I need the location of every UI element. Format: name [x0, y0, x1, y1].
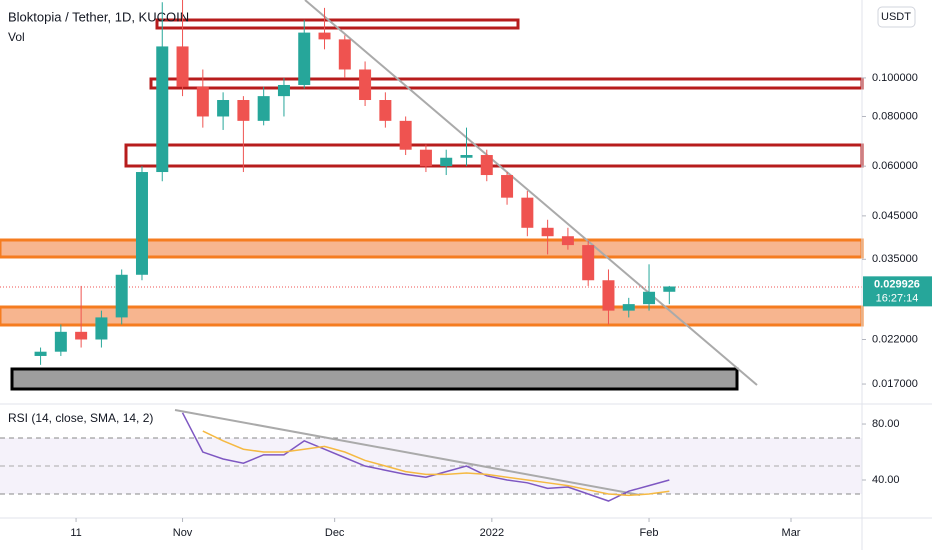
- y-tick-label: 0.022000: [872, 333, 918, 345]
- last-price-label: 0.029926: [874, 278, 920, 290]
- candle-body: [561, 236, 574, 246]
- y-tick-label: 0.060000: [872, 160, 918, 172]
- candle-body: [419, 149, 432, 167]
- candle-body: [318, 32, 331, 40]
- trendline: [304, 0, 758, 386]
- candle-body: [196, 86, 209, 117]
- candle-body: [379, 100, 392, 121]
- y-tick-label: 0.045000: [872, 210, 918, 222]
- x-tick-label: Mar: [782, 527, 801, 539]
- candle-body: [298, 32, 311, 85]
- candle-body: [359, 69, 372, 101]
- y-tick-label: 0.035000: [872, 253, 918, 265]
- candle-body: [582, 245, 595, 281]
- candle-body: [176, 46, 189, 87]
- candle-body: [217, 100, 230, 117]
- candle-body: [460, 155, 473, 158]
- zone: [0, 305, 864, 327]
- candle-body: [399, 120, 412, 150]
- rsi-line: [181, 412, 670, 502]
- rsi-line: [202, 430, 670, 497]
- candle-body: [643, 291, 656, 305]
- candle-body: [135, 172, 148, 275]
- candle-body: [34, 351, 47, 356]
- rsi-band: [0, 438, 862, 494]
- y-tick-label: 80.00: [872, 418, 900, 430]
- candle-body: [622, 304, 635, 311]
- x-tick-label: Nov: [173, 527, 193, 539]
- currency-label[interactable]: USDT: [881, 11, 911, 23]
- trendline: [174, 409, 641, 496]
- last-price-box: [863, 276, 932, 307]
- currency-button[interactable]: [877, 6, 916, 28]
- y-tick-label: 0.080000: [872, 110, 918, 122]
- candle-body: [602, 280, 615, 311]
- x-tick-label: Dec: [325, 527, 345, 539]
- x-tick-label: 11: [70, 527, 81, 539]
- candle-body: [663, 286, 676, 292]
- y-tick-label: 0.017000: [872, 378, 918, 390]
- candle-body: [115, 274, 128, 318]
- candle-body: [156, 46, 169, 173]
- candle-body: [480, 155, 493, 176]
- candle-body: [237, 100, 250, 121]
- candle-body: [54, 331, 67, 352]
- x-tick-label: Feb: [640, 527, 659, 539]
- candle-body: [541, 227, 554, 237]
- candle-body: [440, 157, 453, 167]
- volume-label: Vol: [8, 30, 25, 44]
- zone: [10, 367, 739, 391]
- candle-body: [277, 84, 290, 97]
- chart-title: Bloktopia / Tether, 1D, KUCOIN: [8, 9, 189, 24]
- candle-body: [75, 331, 88, 340]
- candle-body: [338, 39, 351, 70]
- candle-body: [521, 197, 534, 228]
- rsi-title: RSI (14, close, SMA, 14, 2): [8, 411, 153, 425]
- x-tick-label: 2022: [480, 527, 504, 539]
- countdown: 16:27:14: [876, 292, 919, 304]
- candle-body: [501, 175, 514, 198]
- candle-body: [95, 317, 108, 340]
- zone: [0, 238, 864, 259]
- y-tick-label: 40.00: [872, 474, 900, 486]
- candle-body: [257, 96, 270, 121]
- y-tick-label: 0.100000: [872, 72, 918, 84]
